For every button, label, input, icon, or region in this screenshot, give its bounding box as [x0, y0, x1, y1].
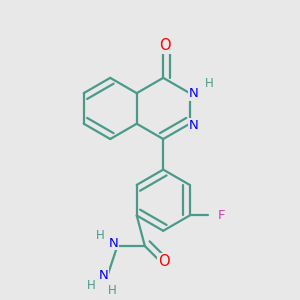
- Text: H: H: [108, 284, 117, 297]
- Text: O: O: [158, 254, 169, 269]
- Text: N: N: [99, 268, 108, 282]
- Text: N: N: [188, 87, 198, 100]
- Text: F: F: [218, 209, 225, 222]
- Text: H: H: [87, 279, 96, 292]
- Text: O: O: [159, 38, 171, 53]
- Text: N: N: [188, 119, 198, 132]
- Text: N: N: [109, 236, 118, 250]
- Text: H: H: [96, 229, 105, 242]
- Text: H: H: [205, 77, 214, 91]
